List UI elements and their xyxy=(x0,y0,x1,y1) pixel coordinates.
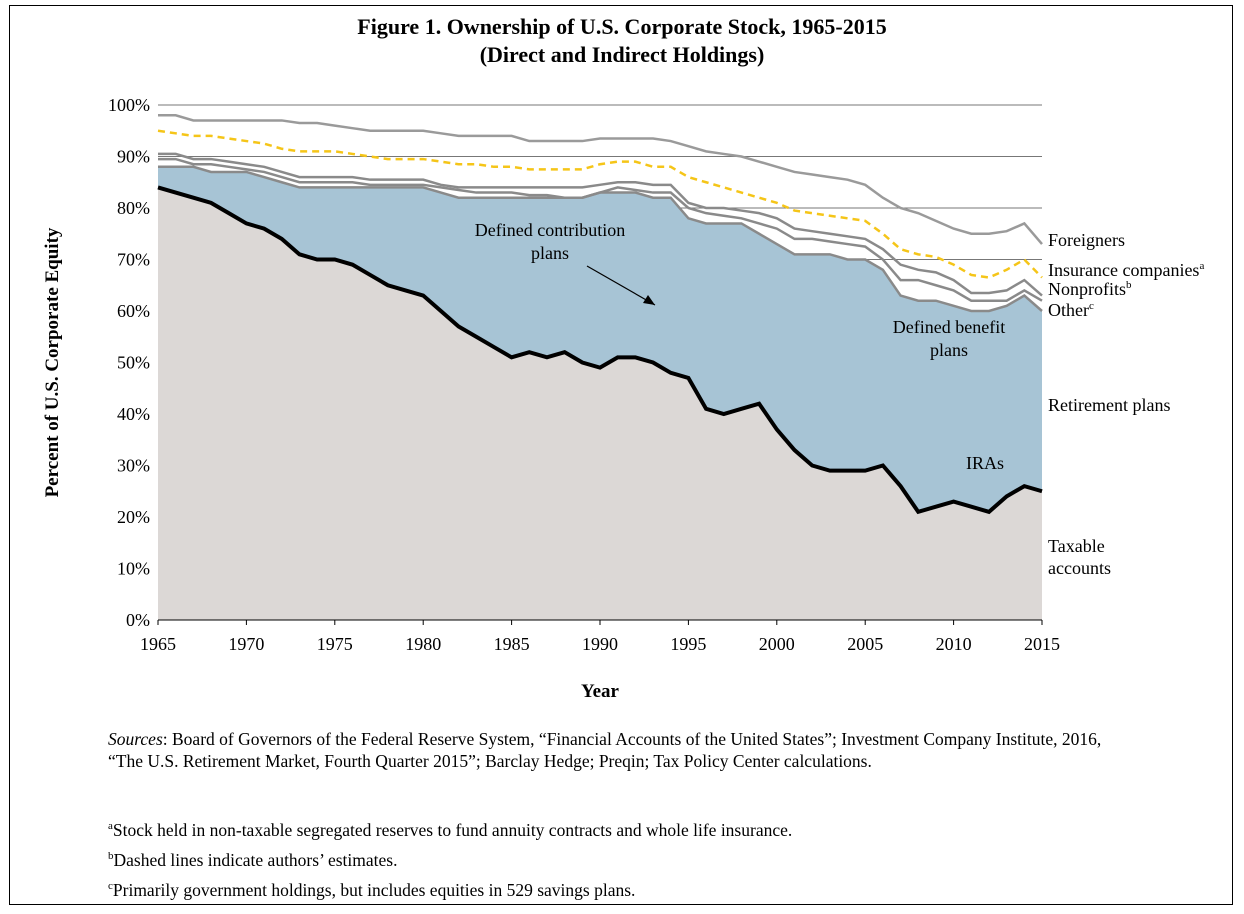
y-tick-label: 20% xyxy=(117,507,150,527)
nonprofits-line xyxy=(158,152,1043,297)
figure-frame xyxy=(9,5,1233,905)
footnote-b-text: Dashed lines indicate authors’ estimates… xyxy=(113,850,398,870)
foreigners-line xyxy=(158,114,1043,245)
x-tick-label: 1975 xyxy=(317,634,353,654)
taxable-label-1: Taxable xyxy=(1048,536,1105,556)
y-tick-label: 50% xyxy=(117,353,150,373)
x-tick-label: 1990 xyxy=(582,634,618,654)
x-tick-label: 2000 xyxy=(759,634,795,654)
footnote-a: aStock held in non-taxable segregated re… xyxy=(108,820,792,841)
nonprofits-label: Nonprofitsb xyxy=(1048,279,1132,299)
y-tick-label: 90% xyxy=(117,147,150,167)
other-label: Otherc xyxy=(1048,300,1094,320)
db-label-2: plans xyxy=(930,340,968,360)
x-tick-label: 2010 xyxy=(936,634,972,654)
taxable-line xyxy=(157,185,1043,515)
dc-arrow-line xyxy=(586,265,656,306)
taxable-label-2: accounts xyxy=(1048,558,1111,578)
footnote-c-mark: c xyxy=(108,880,113,892)
chart-title: Figure 1. Ownership of U.S. Corporate St… xyxy=(357,14,887,39)
footnote-c-text: Primarily government holdings, but inclu… xyxy=(112,880,636,900)
sources-label: Sources xyxy=(108,729,163,749)
chart-subtitle: (Direct and Indirect Holdings) xyxy=(479,42,765,67)
iras-label: IRAs xyxy=(966,453,1004,473)
x-tick-label: 1965 xyxy=(140,634,176,654)
retirement-label: Retirement plans xyxy=(1048,395,1170,415)
x-tick-label: 2015 xyxy=(1024,634,1060,654)
retirement-area xyxy=(158,166,1042,512)
sources-text: : Board of Governors of the Federal Rese… xyxy=(108,729,1102,771)
y-tick-label: 70% xyxy=(117,250,150,270)
y-tick-label: 100% xyxy=(108,95,150,115)
insurance-label: Insurance companiesa xyxy=(1048,260,1204,280)
footnote-b: bDashed lines indicate authors’ estimate… xyxy=(108,850,397,871)
x-tick-label: 1995 xyxy=(670,634,706,654)
y-tick-label: 30% xyxy=(117,456,150,476)
sources-note: Sources: Board of Governors of the Feder… xyxy=(108,728,1108,772)
y-tick-label: 40% xyxy=(117,404,150,424)
db-label-1: Defined benefit xyxy=(893,317,1005,337)
footnote-b-mark: b xyxy=(108,850,114,862)
x-tick-label: 1985 xyxy=(494,634,530,654)
retirement-top-line xyxy=(158,165,1043,313)
y-tick-label: 80% xyxy=(117,198,150,218)
footnote-a-mark: a xyxy=(108,820,113,832)
x-tick-label: 1970 xyxy=(228,634,264,654)
taxable-area xyxy=(158,187,1042,620)
footnote-a-text: Stock held in non-taxable segregated res… xyxy=(112,820,793,840)
x-tick-label: 2005 xyxy=(847,634,883,654)
y-tick-label: 0% xyxy=(126,610,150,630)
footnote-c: cPrimarily government holdings, but incl… xyxy=(108,880,635,901)
x-tick-label: 1980 xyxy=(405,634,441,654)
y-tick-label: 10% xyxy=(117,559,150,579)
dc-arrow-head xyxy=(643,295,655,305)
x-axis-title: Year xyxy=(581,681,620,702)
y-axis-title: Percent of U.S. Corporate Equity xyxy=(42,227,63,497)
dc-label-1: Defined contribution xyxy=(475,220,625,240)
foreigners-label: Foreigners xyxy=(1048,230,1125,250)
insurance-line xyxy=(157,129,1043,279)
dc-label-2: plans xyxy=(531,243,569,263)
y-tick-label: 60% xyxy=(117,301,150,321)
